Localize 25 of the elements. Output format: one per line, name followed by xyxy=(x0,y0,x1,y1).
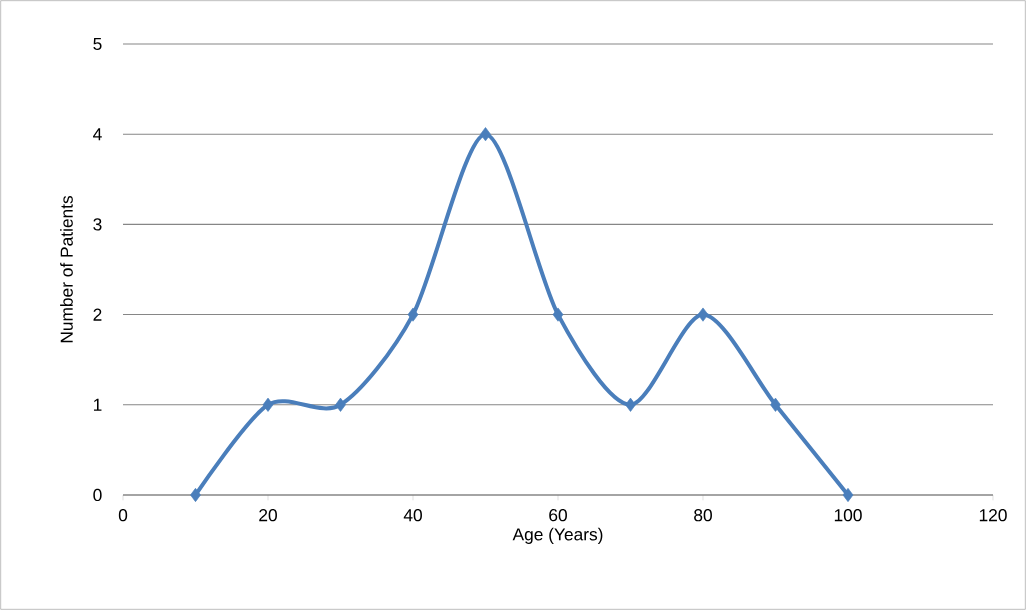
x-tick-label: 100 xyxy=(834,509,862,522)
x-tick-label: 40 xyxy=(403,509,422,522)
point xyxy=(480,127,491,142)
point xyxy=(190,487,201,502)
point xyxy=(770,397,781,412)
y-tick-label: 2 xyxy=(93,308,102,321)
x-tick-label: 120 xyxy=(979,509,1007,522)
y-tick-label: 0 xyxy=(93,488,102,502)
y-tick-label: 1 xyxy=(93,398,102,411)
y-axis-title: Number of Patients xyxy=(60,195,73,343)
x-axis-title: Age (Years) xyxy=(512,527,603,544)
x-tick-label: 20 xyxy=(259,509,277,522)
point xyxy=(625,397,636,412)
x-tick-label: 60 xyxy=(549,509,567,522)
point xyxy=(842,487,854,502)
y-tick-label: 5 xyxy=(93,37,102,51)
point xyxy=(552,307,564,322)
point xyxy=(335,397,346,412)
point xyxy=(262,397,274,412)
x-tick-label: 0 xyxy=(118,509,128,522)
y-tick-label: 4 xyxy=(93,128,102,141)
point xyxy=(697,307,709,322)
point xyxy=(407,307,419,322)
y-tick-label: 3 xyxy=(93,218,102,231)
x-tick-label: 80 xyxy=(694,509,712,522)
